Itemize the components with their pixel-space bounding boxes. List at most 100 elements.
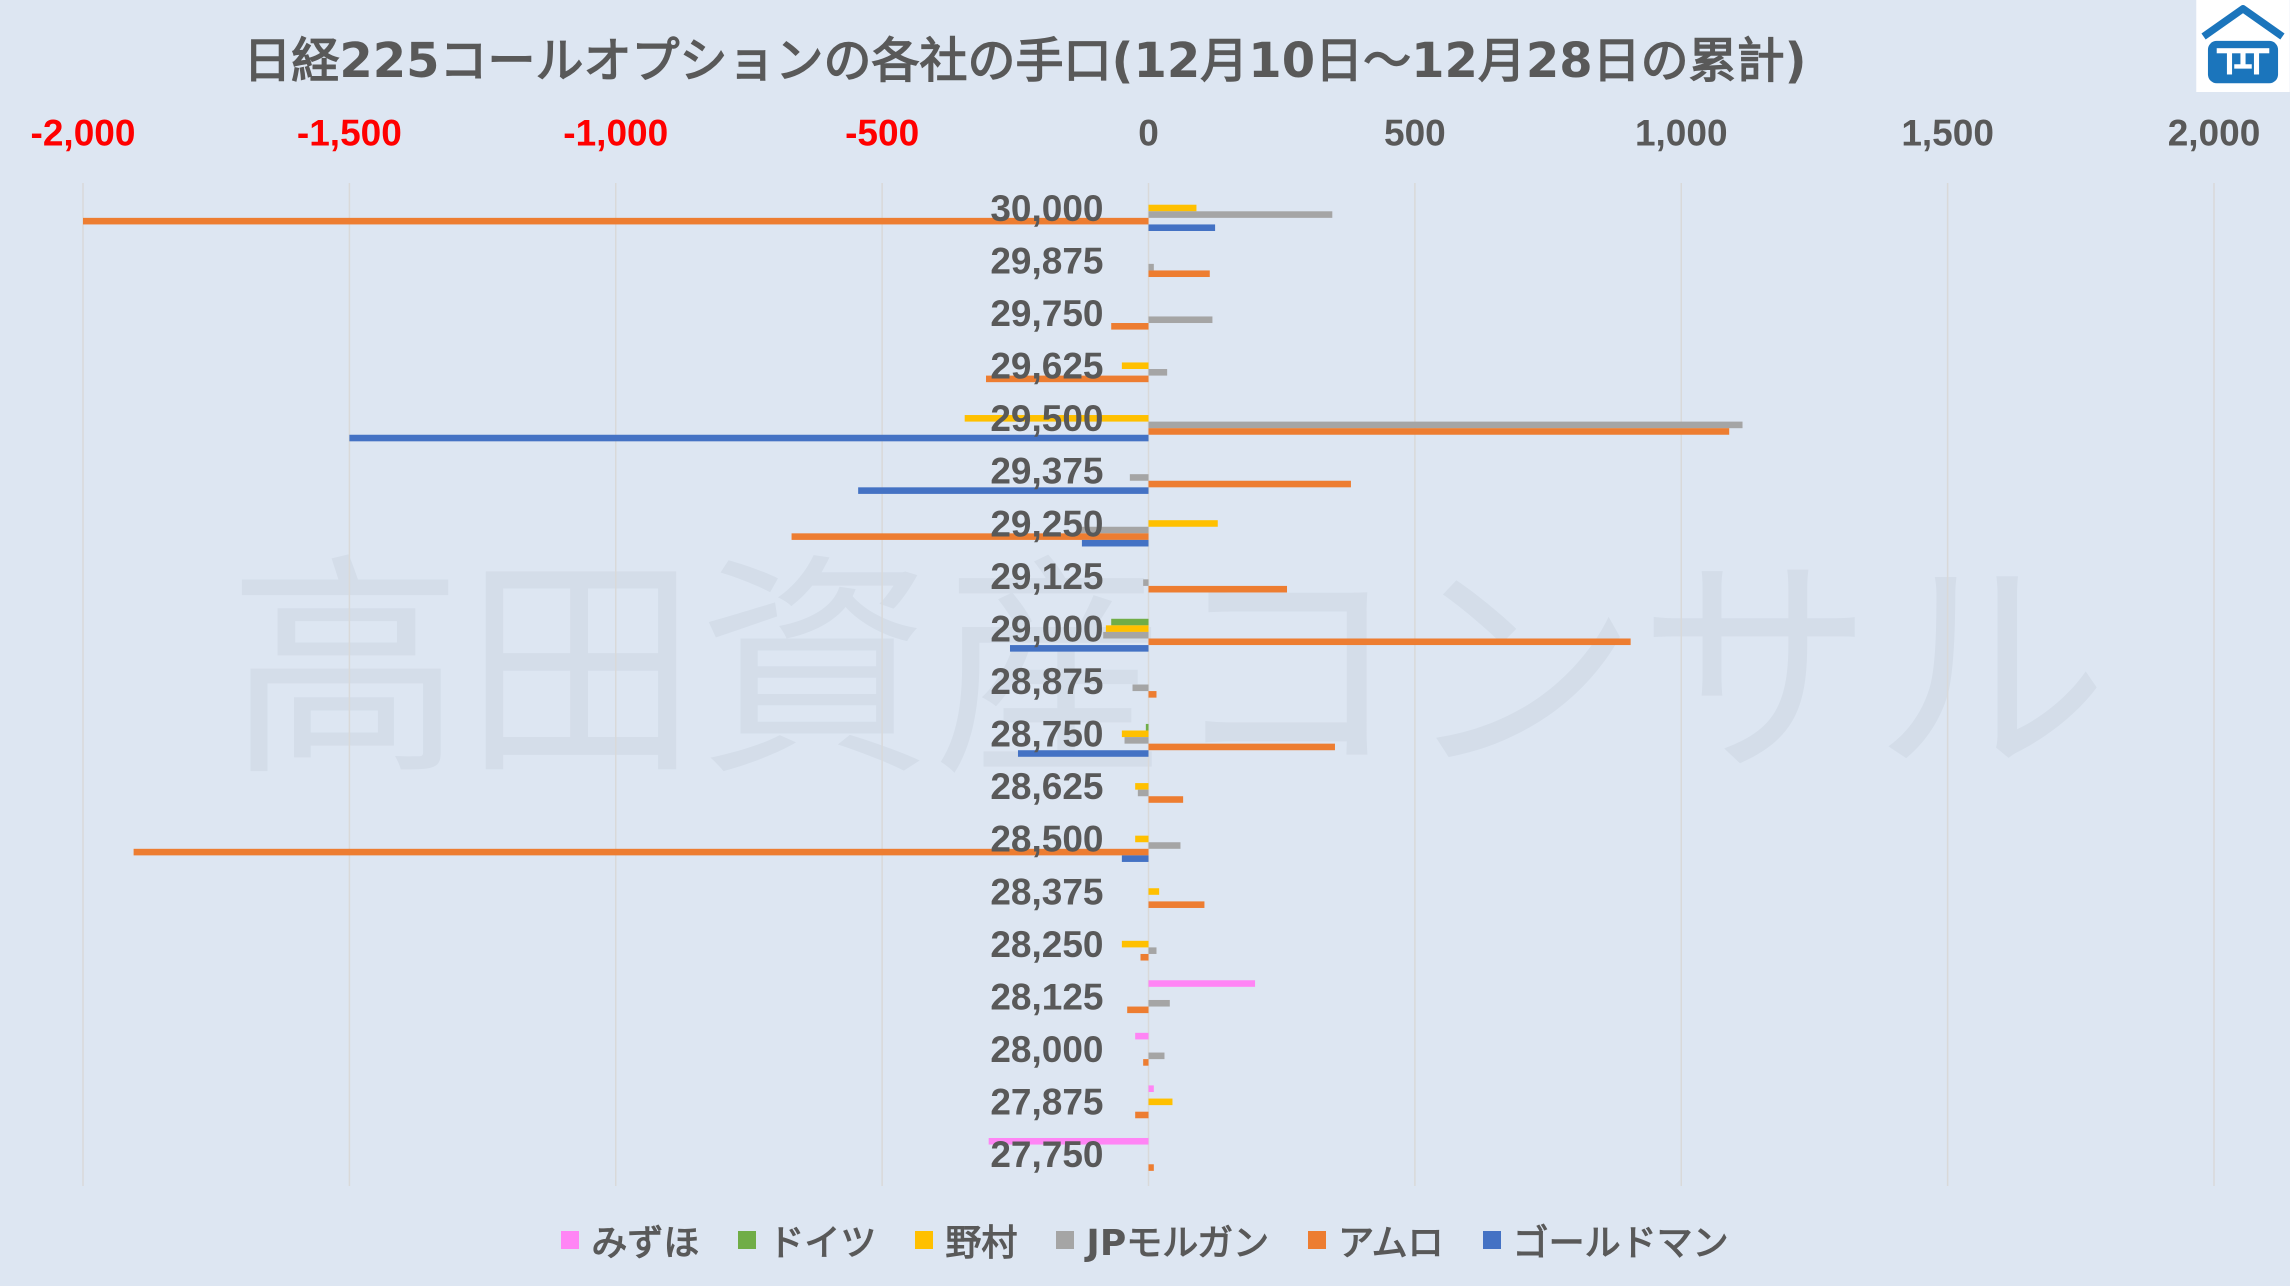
bar <box>1145 723 1149 731</box>
bar <box>1129 474 1149 481</box>
y-category-label: 28,250 <box>990 924 1103 965</box>
legend: みずほ ドイツ 野村 JPモルガン アムロ ゴールドマン <box>0 1219 2290 1264</box>
bar <box>1132 684 1149 692</box>
bar <box>1009 645 1149 652</box>
bar <box>1111 323 1149 330</box>
bar <box>1148 270 1210 278</box>
y-category-label: 29,125 <box>990 556 1103 597</box>
legend-item: 野村 <box>915 1214 1017 1266</box>
bar <box>1148 638 1631 646</box>
bar <box>1148 743 1335 751</box>
bar <box>1148 1085 1154 1092</box>
x-tick-label: -1,000 <box>563 113 668 154</box>
bar <box>1148 480 1351 488</box>
bar <box>1148 1164 1154 1171</box>
bar <box>1121 940 1149 948</box>
legend-marker <box>1482 1231 1501 1249</box>
bar <box>1148 999 1170 1007</box>
bar <box>1143 579 1149 586</box>
bar <box>1121 855 1149 862</box>
y-category-label: 27,750 <box>990 1134 1103 1175</box>
bar <box>986 375 1149 383</box>
bar <box>1140 953 1149 961</box>
bar <box>1148 224 1216 231</box>
bar <box>1148 316 1213 324</box>
y-category-label: 28,875 <box>990 661 1103 702</box>
legend-marker <box>915 1231 934 1249</box>
legend-label: アムロ <box>1338 1223 1444 1264</box>
bar <box>1135 835 1149 843</box>
legend-label: ゴールドマン <box>1512 1223 1729 1264</box>
bar <box>133 848 1149 856</box>
bar <box>1148 1052 1165 1060</box>
x-tick-label: 2,000 <box>2168 113 2261 154</box>
y-category-label: 28,500 <box>990 819 1103 860</box>
x-tick-label: 0 <box>1138 113 1159 154</box>
bar <box>1135 783 1149 790</box>
y-category-label: 29,250 <box>990 503 1103 544</box>
bar <box>1121 730 1149 738</box>
bar <box>1148 691 1157 698</box>
bar <box>1148 796 1184 803</box>
bar <box>1124 737 1149 744</box>
y-category-label: 30,000 <box>990 188 1103 229</box>
y-category-label: 29,500 <box>990 398 1103 439</box>
bar <box>1148 428 1730 435</box>
bar <box>791 533 1149 540</box>
bar <box>1135 1032 1149 1040</box>
bar <box>1148 980 1256 987</box>
bar <box>1148 585 1288 593</box>
y-category-label: 27,875 <box>990 1082 1103 1123</box>
x-axis-labels: -2,000 -1,500 -1,000 -500 0 500 1,000 1,500 2,00… <box>31 113 2261 154</box>
chart-title: 日経225コールオプションの各社の手口(12月10日～12月28日の累計) <box>243 33 1807 89</box>
bars <box>83 204 1743 1171</box>
x-tick-label: -1,500 <box>297 113 402 154</box>
y-category-label: 29,375 <box>990 451 1103 492</box>
watermark-text: 高田資産コンサル <box>228 536 2108 809</box>
y-category-label: 29,750 <box>990 293 1103 334</box>
bar <box>858 487 1149 494</box>
bar <box>1017 750 1149 757</box>
legend-marker <box>1056 1231 1075 1249</box>
legend-label: JPモルガン <box>1086 1223 1270 1264</box>
y-category-label: 28,000 <box>990 1029 1103 1070</box>
x-tick-label: -2,000 <box>31 113 136 154</box>
company-logo-icon <box>2196 0 2290 92</box>
legend-label: ドイツ <box>768 1223 877 1264</box>
y-axis-labels: 30,000 29,875 29,750 29,625 29,500 29,375 29,2… <box>990 188 1103 1175</box>
bar <box>1148 211 1333 218</box>
bar <box>1111 618 1149 626</box>
bar <box>1135 1111 1149 1119</box>
bar <box>1105 625 1149 632</box>
bar <box>1148 901 1205 908</box>
bar <box>1143 1059 1149 1066</box>
y-category-label: 28,750 <box>990 714 1103 755</box>
legend-item: ドイツ <box>738 1214 876 1266</box>
bar <box>1103 631 1149 639</box>
bar <box>1148 421 1743 429</box>
bar <box>1148 1098 1173 1106</box>
y-category-label: 28,375 <box>990 871 1103 912</box>
legend-label: みずほ <box>591 1223 700 1264</box>
y-category-label: 28,625 <box>990 766 1103 807</box>
bar <box>1121 362 1149 370</box>
bar <box>964 415 1149 422</box>
x-tick-label: 1,500 <box>1901 113 1994 154</box>
bar <box>1148 520 1218 527</box>
legend-item: JPモルガン <box>1056 1214 1269 1266</box>
bar <box>1148 842 1181 849</box>
y-category-label: 28,125 <box>990 976 1103 1017</box>
legend-marker <box>561 1231 580 1249</box>
bar <box>1148 947 1157 954</box>
bar <box>1137 789 1149 797</box>
x-tick-label: 1,000 <box>1635 113 1728 154</box>
x-tick-label: 500 <box>1384 113 1446 154</box>
legend-marker <box>1308 1231 1327 1249</box>
watermark: 高田資産コンサル <box>228 536 2108 809</box>
legend-marker <box>738 1231 757 1249</box>
bar <box>1148 204 1197 212</box>
y-category-label: 29,625 <box>990 346 1103 387</box>
bar <box>1081 539 1149 547</box>
